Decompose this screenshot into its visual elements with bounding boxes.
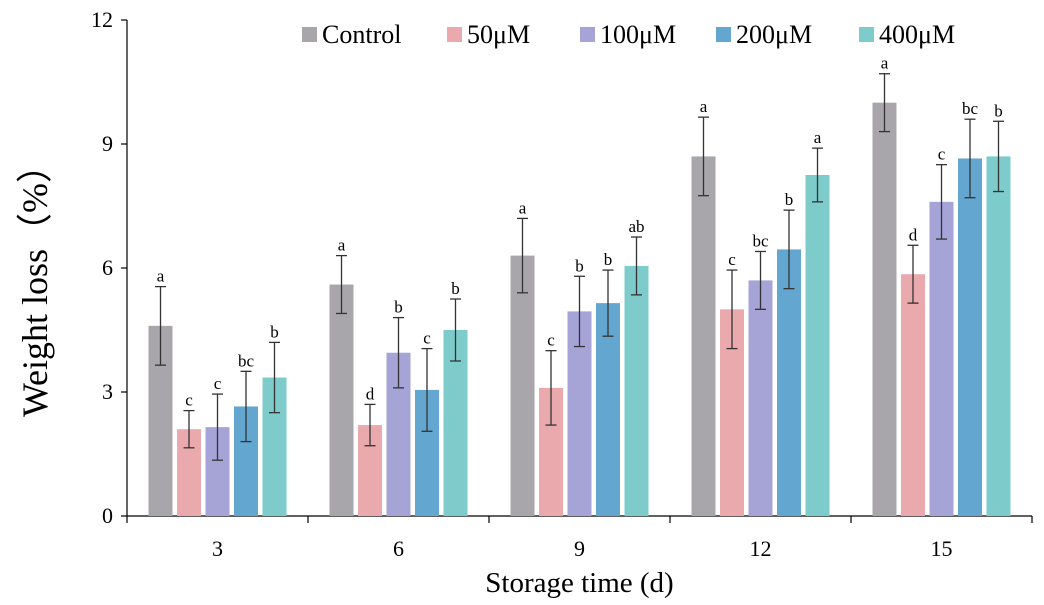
bar bbox=[929, 201, 954, 516]
legend-swatch bbox=[716, 27, 731, 42]
chart-bars bbox=[148, 102, 1011, 517]
significance-label: d bbox=[909, 225, 918, 244]
legend-label: 50μM bbox=[467, 20, 530, 49]
significance-label: ab bbox=[628, 217, 644, 236]
bar bbox=[329, 284, 354, 516]
bar bbox=[691, 156, 716, 516]
chart-legend: Control 50μM 100μM 200μM 400μM bbox=[302, 20, 955, 49]
significance-label: b bbox=[575, 256, 584, 275]
significance-label: c bbox=[423, 329, 431, 348]
x-tick-label: 6 bbox=[393, 536, 404, 561]
x-tick-label: 15 bbox=[931, 536, 953, 561]
significance-label: bc bbox=[238, 351, 255, 370]
x-axis-label: Storage time (d) bbox=[485, 567, 673, 599]
y-tick-label: 3 bbox=[102, 379, 113, 404]
y-tick-label: 12 bbox=[91, 7, 113, 32]
significance-label: d bbox=[366, 384, 375, 403]
significance-label: b bbox=[270, 322, 279, 341]
significance-label: a bbox=[157, 267, 165, 286]
significance-label: c bbox=[728, 250, 736, 269]
significance-label: a bbox=[700, 97, 708, 116]
significance-label: b bbox=[394, 298, 403, 317]
bar bbox=[901, 274, 925, 516]
significance-label: c bbox=[547, 331, 555, 350]
y-axis-label: Weight loss（%） bbox=[15, 147, 55, 417]
legend-swatch bbox=[859, 27, 874, 42]
bar bbox=[805, 175, 830, 516]
significance-label: a bbox=[881, 54, 889, 73]
x-tick-label: 9 bbox=[574, 536, 585, 561]
legend-label: 200μM bbox=[736, 20, 812, 49]
significance-label: b bbox=[451, 279, 460, 298]
bar bbox=[986, 156, 1011, 516]
significance-label: a bbox=[814, 128, 822, 147]
chart-error-bars bbox=[155, 73, 1004, 461]
legend-label: Control bbox=[322, 20, 401, 49]
significance-label: c bbox=[214, 374, 222, 393]
bar bbox=[510, 255, 535, 516]
bar bbox=[777, 249, 801, 516]
bar bbox=[958, 158, 982, 516]
legend-label: 100μM bbox=[600, 20, 676, 49]
x-tick-label: 12 bbox=[750, 536, 772, 561]
legend-label: 400μM bbox=[879, 20, 955, 49]
bar bbox=[596, 303, 620, 516]
significance-label: bc bbox=[962, 99, 979, 118]
significance-label: c bbox=[185, 391, 193, 410]
significance-label: bc bbox=[752, 231, 769, 250]
legend-swatch bbox=[580, 27, 595, 42]
y-tick-label: 0 bbox=[102, 503, 113, 528]
x-tick-label: 3 bbox=[212, 536, 223, 561]
significance-label: b bbox=[604, 250, 613, 269]
legend-swatch bbox=[447, 27, 462, 42]
significance-label: a bbox=[519, 198, 527, 217]
significance-label: b bbox=[785, 190, 794, 209]
bar bbox=[624, 265, 649, 516]
legend-swatch bbox=[302, 27, 317, 42]
significance-label: a bbox=[338, 236, 346, 255]
bar bbox=[872, 102, 897, 517]
significance-label: b bbox=[994, 101, 1003, 120]
y-tick-label: 9 bbox=[102, 131, 113, 156]
y-tick-label: 6 bbox=[102, 255, 113, 280]
significance-label: c bbox=[938, 145, 946, 164]
bar bbox=[748, 280, 773, 516]
